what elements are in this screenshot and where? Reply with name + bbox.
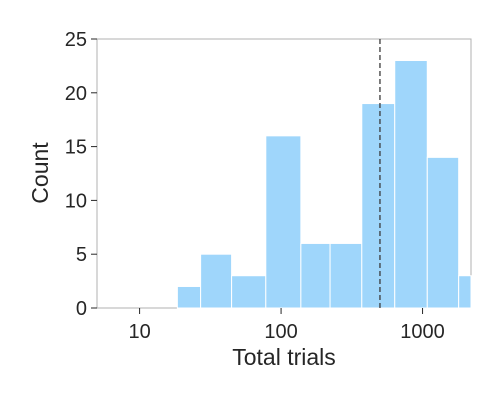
x-axis: 10 100 1000 <box>128 308 445 343</box>
histogram-bar <box>361 103 396 309</box>
histogram-bar <box>329 242 363 309</box>
x-tick-label: 1000 <box>400 321 445 343</box>
y-tick-label: 15 <box>65 137 87 159</box>
histogram-bar <box>176 285 202 309</box>
histogram-bar <box>426 156 460 309</box>
histogram-bar <box>265 135 302 309</box>
y-tick-label: 10 <box>65 190 87 212</box>
y-tick-label: 5 <box>76 244 87 266</box>
x-tick-label: 100 <box>264 321 297 343</box>
y-tick-label: 0 <box>76 298 87 320</box>
histogram-bar <box>300 242 331 309</box>
y-tick-label: 20 <box>65 83 87 105</box>
histogram-bar <box>200 253 233 309</box>
histogram-bar <box>458 275 472 309</box>
x-axis-label: Total trials <box>232 344 336 370</box>
y-axis-label: Count <box>27 142 53 204</box>
bars-group <box>176 60 472 309</box>
histogram-bar <box>231 275 267 309</box>
y-axis: 0 5 10 15 20 25 <box>65 29 97 320</box>
y-tick-label: 25 <box>65 29 87 51</box>
histogram-bar <box>394 60 428 309</box>
x-tick-label: 10 <box>128 321 150 343</box>
